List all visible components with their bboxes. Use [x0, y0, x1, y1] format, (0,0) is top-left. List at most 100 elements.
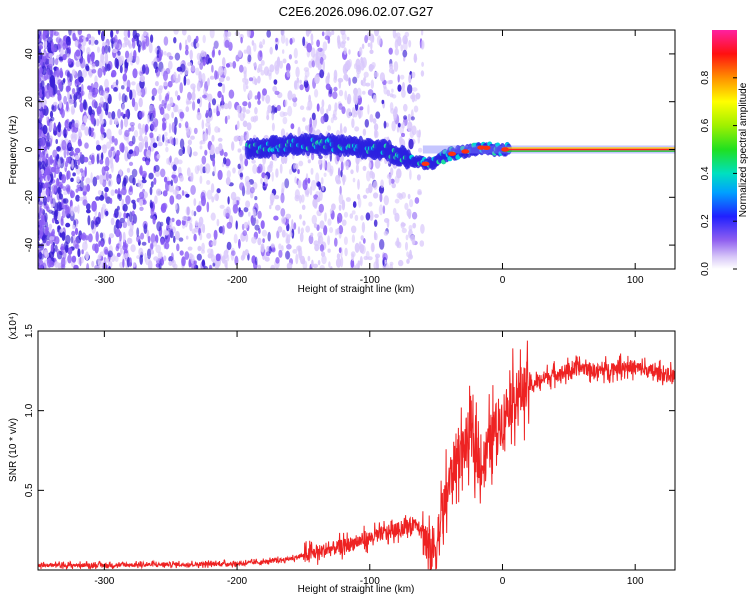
spectrogram-noise-blob [177, 73, 181, 83]
spectrogram-noise-blob [77, 30, 82, 36]
spectrogram-noise-blob [360, 235, 364, 241]
spectrogram-noise-blob [196, 52, 202, 61]
spectrogram-noise-blob [93, 87, 99, 95]
spectrogram-noise-blob [344, 247, 348, 257]
spectrogram-noise-blob [175, 137, 179, 145]
spectrogram-noise-blob [119, 142, 125, 153]
spectrogram-noise-blob [339, 185, 342, 196]
spectrogram-noise-blob [259, 50, 263, 58]
spectrogram-noise-blob [66, 149, 70, 156]
spectrogram-noise-blob [101, 152, 104, 161]
spectrogram-noise-blob [246, 45, 252, 55]
spectrogram-noise-blob [120, 247, 123, 255]
spectrogram-noise-blob [260, 60, 265, 66]
spectrogram-noise-blob [308, 234, 314, 245]
spectrogram-noise-blob [367, 42, 371, 48]
spectrogram-noise-blob [75, 91, 82, 100]
spectrogram-noise-blob [70, 150, 75, 156]
spectrogram-noise-blob [362, 238, 366, 244]
spectrogram-noise-blob [136, 40, 142, 48]
spectrogram-noise-blob [302, 260, 308, 269]
spectrogram-noise-blob [128, 149, 134, 154]
spectrogram-noise-blob [246, 122, 252, 131]
spectrogram-noise-blob [118, 128, 123, 136]
spectrogram-noise-blob [237, 163, 242, 170]
spectrogram-noise-blob [280, 192, 285, 204]
spectrogram-noise-blob [407, 113, 411, 122]
spectrogram-noise-blob [207, 57, 213, 64]
spectrogram-noise-blob [217, 82, 223, 87]
spectrogram-noise-blob [338, 193, 344, 205]
spectrogram-noise-blob [109, 120, 113, 125]
spectrogram-noise-blob [234, 255, 239, 266]
spectrogram-noise-blob [67, 254, 72, 264]
colorbar-tick-label: 0.4 [700, 166, 711, 180]
spectrogram-noise-blob [105, 258, 110, 263]
spectrogram-noise-blob [130, 124, 135, 132]
spectrogram-noise-blob [86, 209, 91, 214]
spectrogram-noise-blob [135, 32, 140, 38]
spectrogram-noise-blob [141, 138, 145, 149]
spectrogram-noise-blob [174, 116, 178, 127]
spectrogram-noise-blob [347, 59, 353, 68]
spectrogram-noise-blob [153, 256, 159, 261]
spectrogram-noise-blob [48, 251, 55, 259]
spectrogram-noise-blob [163, 51, 167, 56]
spectrogram-noise-blob [62, 35, 66, 47]
spectrogram-noise-blob [42, 182, 49, 189]
spectrogram-noise-blob [154, 164, 160, 172]
spectrogram-noise-blob [215, 253, 221, 262]
spectrogram-noise-blob [305, 30, 310, 37]
spectrogram-noise-blob [281, 229, 286, 238]
spectrogram-noise-blob [110, 30, 114, 38]
spectrogram-noise-blob [139, 206, 144, 211]
spectrogram-noise-blob [206, 180, 211, 185]
spectrogram-y-tick-label: 40 [24, 48, 35, 60]
spectrogram-noise-blob [327, 235, 331, 246]
spectrogram-noise-blob [117, 108, 122, 119]
spectrogram-noise-blob [331, 203, 336, 211]
spectrogram-noise-blob [141, 179, 147, 184]
spectrogram-noise-blob [150, 243, 154, 250]
spectrogram-noise-blob [359, 256, 363, 267]
snr-plot: -300 -200 -100 0 100 0.5 1.0 1.5 Height of str… [8, 312, 676, 595]
spectrogram-noise-blob [48, 223, 53, 230]
spectrogram-noise-blob [105, 210, 109, 216]
spectrogram-noise-blob [87, 53, 91, 64]
spectrogram-noise-blob [321, 99, 325, 108]
spectrogram-noise-blob [260, 220, 265, 230]
spectrogram-noise-blob [225, 212, 230, 219]
spectrogram-noise-blob [126, 79, 131, 91]
spectrogram-noise-blob [388, 176, 392, 186]
spectrogram-noise-blob [351, 118, 355, 128]
spectrogram-noise-blob [106, 63, 111, 72]
spectrogram-noise-blob [383, 230, 389, 236]
spectrogram-noise-blob [316, 103, 320, 112]
spectrogram-noise-blob [252, 164, 258, 174]
spectrogram-noise-blob [100, 52, 105, 63]
spectrogram-noise-blob [38, 101, 42, 110]
spectrogram-noise-blob [156, 188, 162, 196]
spectrogram-noise-blob [250, 186, 255, 194]
spectrogram-noise-blob [391, 94, 397, 99]
spectrogram-noise-blob [326, 161, 332, 173]
spectrogram-noise-blob [190, 254, 195, 264]
spectrogram-noise-blob [124, 253, 128, 259]
spectrogram-noise-blob [368, 161, 372, 169]
spectrogram-noise-blob [312, 198, 318, 208]
spectrogram-noise-blob [243, 70, 247, 81]
spectrogram-noise-blob [50, 34, 54, 39]
spectrogram-noise-blob [168, 260, 173, 266]
spectrogram-noise-blob [307, 255, 311, 262]
spectrogram-noise-blob [251, 40, 255, 46]
spectrogram-noise-blob [186, 78, 191, 86]
spectrogram-noise-blob [409, 169, 412, 180]
spectrogram-noise-blob [108, 233, 115, 239]
spectrogram-noise-blob [403, 115, 408, 120]
spectrogram-noise-blob [352, 76, 358, 84]
spectrogram-noise-blob [328, 104, 332, 112]
spectrogram-noise-blob [408, 138, 414, 150]
spectrogram-noise-blob [129, 257, 132, 267]
spectrogram-noise-blob [362, 90, 366, 95]
